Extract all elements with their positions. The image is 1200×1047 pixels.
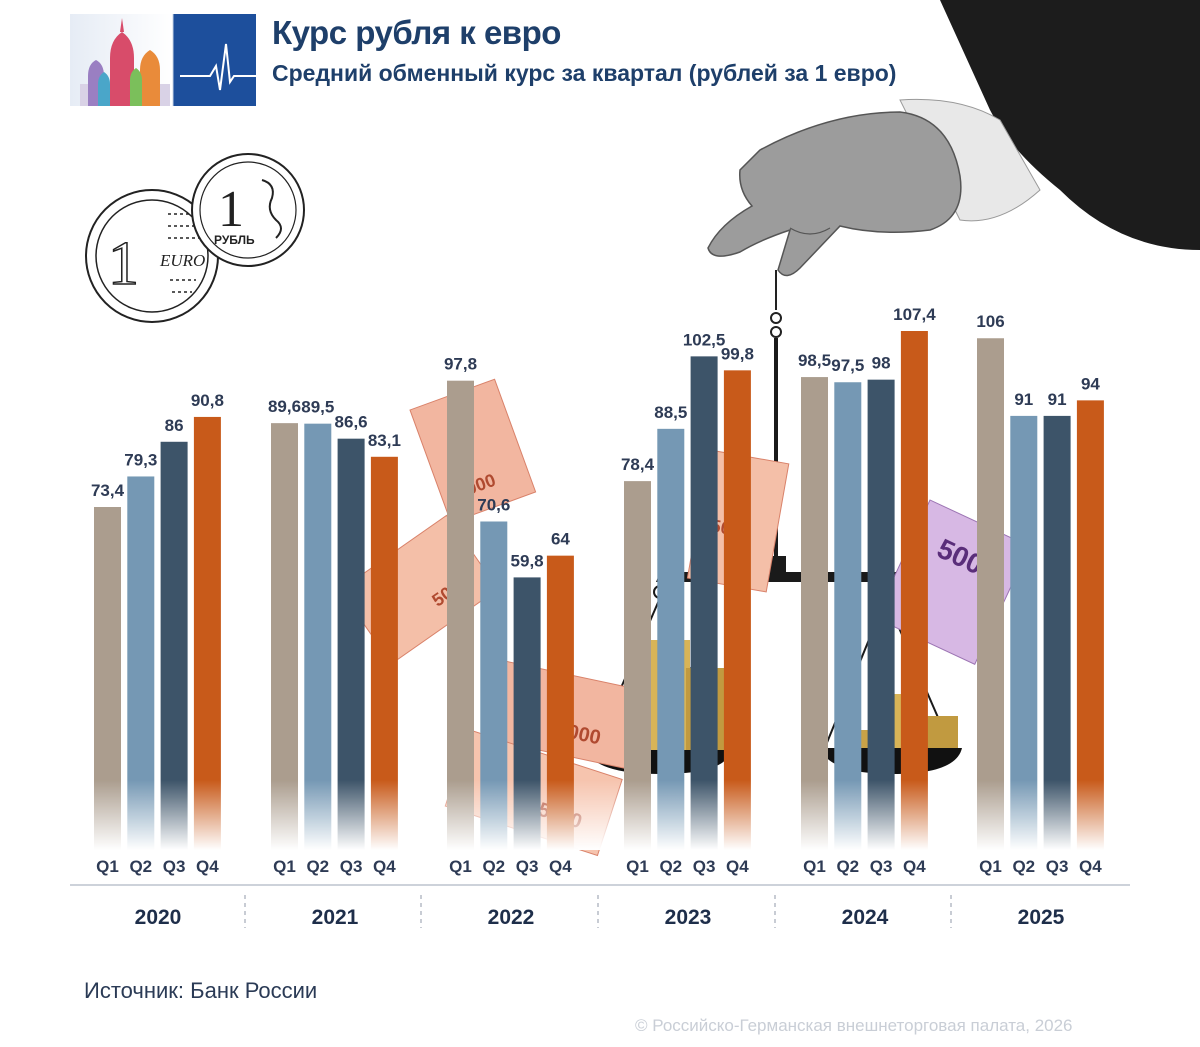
onion-domes-icon	[80, 18, 170, 106]
bar-2023-Q2	[657, 428, 685, 850]
year-label-2021: 2021	[312, 906, 359, 929]
hand-icon	[707, 0, 1200, 277]
quarter-label-2021-Q3: Q3	[340, 857, 363, 876]
value-label-2022-Q4: 64	[551, 530, 570, 549]
year-label-2020: 2020	[135, 906, 182, 929]
quarter-label-2021-Q4: Q4	[373, 857, 396, 876]
quarter-label-2024-Q2: Q2	[836, 857, 859, 876]
bar-2024-Q4	[900, 331, 928, 850]
bar-2024-Q1	[801, 377, 828, 850]
value-label-2020-Q3: 86	[165, 416, 184, 435]
value-label-2024-Q3: 98	[872, 354, 891, 373]
value-label-2020-Q4: 90,8	[191, 391, 224, 410]
quarter-label-2020-Q1: Q1	[96, 857, 119, 876]
bar-2024-Q3	[867, 379, 895, 850]
quarter-label-2021-Q1: Q1	[273, 857, 296, 876]
quarter-label-2024-Q4: Q4	[903, 857, 926, 876]
copyright-note: © Российско-Германская внешнеторговая па…	[635, 1016, 1073, 1035]
quarter-label-2020-Q2: Q2	[129, 857, 152, 876]
quarter-label-2025-Q2: Q2	[1012, 857, 1035, 876]
euro-coin-value: 1	[108, 230, 139, 298]
quarter-label-2023-Q1: Q1	[626, 857, 649, 876]
value-label-2023-Q2: 88,5	[654, 403, 687, 422]
bar-2023-Q4	[723, 370, 751, 850]
bar-2021-Q1	[271, 423, 298, 850]
bar-2021-Q2	[304, 423, 332, 850]
euro-coin-text: EURO	[159, 251, 205, 270]
value-label-2025-Q3: 91	[1048, 390, 1067, 409]
year-label-2024: 2024	[842, 906, 889, 929]
value-label-2022-Q3: 59,8	[511, 551, 544, 570]
value-label-2020-Q2: 79,3	[124, 450, 157, 469]
year-label-2025: 2025	[1018, 906, 1065, 929]
source-note: Источник: Банк России	[84, 978, 318, 1003]
value-label-2025-Q1: 106	[976, 312, 1004, 331]
bars-fade-overlay	[80, 780, 1140, 850]
ruble-coin-icon: 1 РУБЛЬ	[191, 153, 305, 267]
ruble-coin-value: 1	[218, 181, 244, 238]
quarter-label-2024-Q3: Q3	[870, 857, 893, 876]
value-label-2021-Q4: 83,1	[368, 431, 401, 450]
quarter-label-2022-Q3: Q3	[516, 857, 539, 876]
value-label-2024-Q1: 98,5	[798, 351, 831, 370]
quarter-label-2020-Q4: Q4	[196, 857, 219, 876]
quarter-label-2025-Q4: Q4	[1079, 857, 1102, 876]
bar-2025-Q2	[1010, 415, 1038, 850]
quarter-label-2023-Q2: Q2	[659, 857, 682, 876]
bar-2025-Q4	[1076, 400, 1104, 850]
value-label-2021-Q3: 86,6	[335, 413, 368, 432]
ruble-coin-text: РУБЛЬ	[214, 233, 255, 247]
value-label-2023-Q3: 102,5	[683, 330, 726, 349]
bar-2025-Q1	[977, 338, 1004, 850]
value-label-2022-Q1: 97,8	[444, 355, 477, 374]
bar-2020-Q4	[193, 416, 221, 850]
quarter-label-2021-Q2: Q2	[306, 857, 329, 876]
value-label-2020-Q1: 73,4	[91, 481, 125, 500]
quarter-label-2023-Q3: Q3	[693, 857, 716, 876]
value-label-2025-Q4: 94	[1081, 374, 1100, 393]
bar-2025-Q3	[1043, 415, 1071, 850]
onion-domes-logo-icon	[70, 14, 256, 106]
quarter-label-2025-Q3: Q3	[1046, 857, 1069, 876]
quarter-label-2022-Q1: Q1	[449, 857, 472, 876]
year-label-2023: 2023	[665, 906, 712, 929]
value-label-2025-Q2: 91	[1014, 390, 1033, 409]
value-label-2023-Q4: 99,8	[721, 344, 754, 363]
value-label-2024-Q2: 97,5	[831, 356, 864, 375]
bar-2023-Q3	[690, 356, 718, 850]
value-label-2021-Q2: 89,5	[301, 398, 334, 417]
page-subtitle: Средний обменный курс за квартал (рублей…	[272, 60, 897, 86]
value-label-2024-Q4: 107,4	[893, 305, 936, 324]
quarter-label-2023-Q4: Q4	[726, 857, 749, 876]
euro-coin-icon: 1 EURO	[85, 189, 219, 323]
quarter-label-2022-Q4: Q4	[549, 857, 572, 876]
quarter-label-2022-Q2: Q2	[482, 857, 505, 876]
value-label-2023-Q1: 78,4	[621, 455, 655, 474]
quarter-label-2020-Q3: Q3	[163, 857, 186, 876]
year-label-2022: 2022	[488, 906, 535, 929]
bar-2022-Q1	[447, 380, 474, 850]
quarter-label-2024-Q1: Q1	[803, 857, 826, 876]
bar-2024-Q2	[834, 382, 862, 850]
value-label-2021-Q1: 89,6	[268, 397, 301, 416]
quarter-label-2025-Q1: Q1	[979, 857, 1002, 876]
page-title: Курс рубля к евро	[272, 14, 561, 51]
value-label-2022-Q2: 70,6	[477, 495, 510, 514]
